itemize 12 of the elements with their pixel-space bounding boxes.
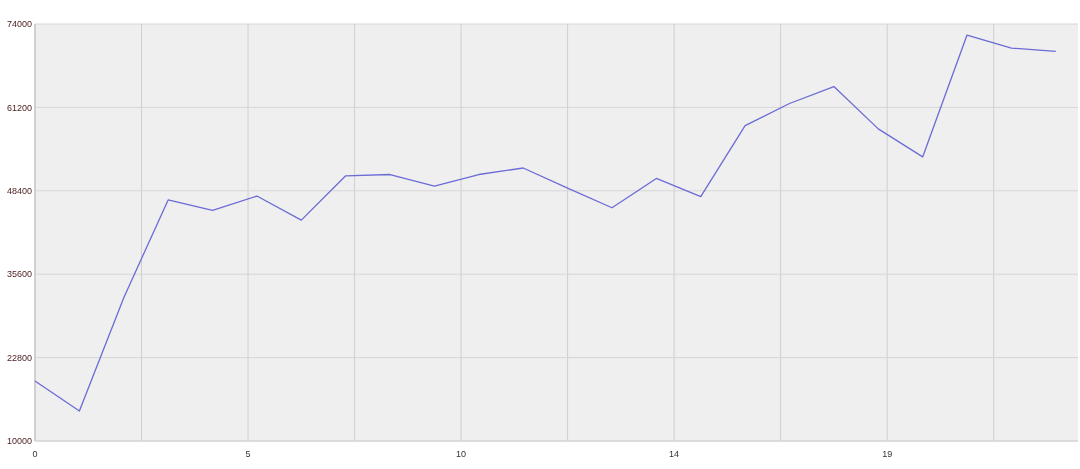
y-tick-label: 22800 — [6, 352, 32, 363]
y-tick-label: 10000 — [6, 436, 32, 447]
x-tick-label: 19 — [882, 449, 893, 459]
x-tick-label: 0 — [32, 449, 38, 459]
x-tick-label: 10 — [456, 449, 467, 459]
y-tick-label: 61200 — [6, 102, 32, 113]
y-tick-label: 74000 — [6, 19, 32, 30]
y-tick-label: 48400 — [6, 185, 32, 196]
line-series — [34, 34, 1057, 412]
y-tick-label: 35600 — [6, 269, 32, 280]
x-tick-label: 5 — [245, 449, 251, 459]
x-tick-label: 14 — [669, 449, 680, 459]
